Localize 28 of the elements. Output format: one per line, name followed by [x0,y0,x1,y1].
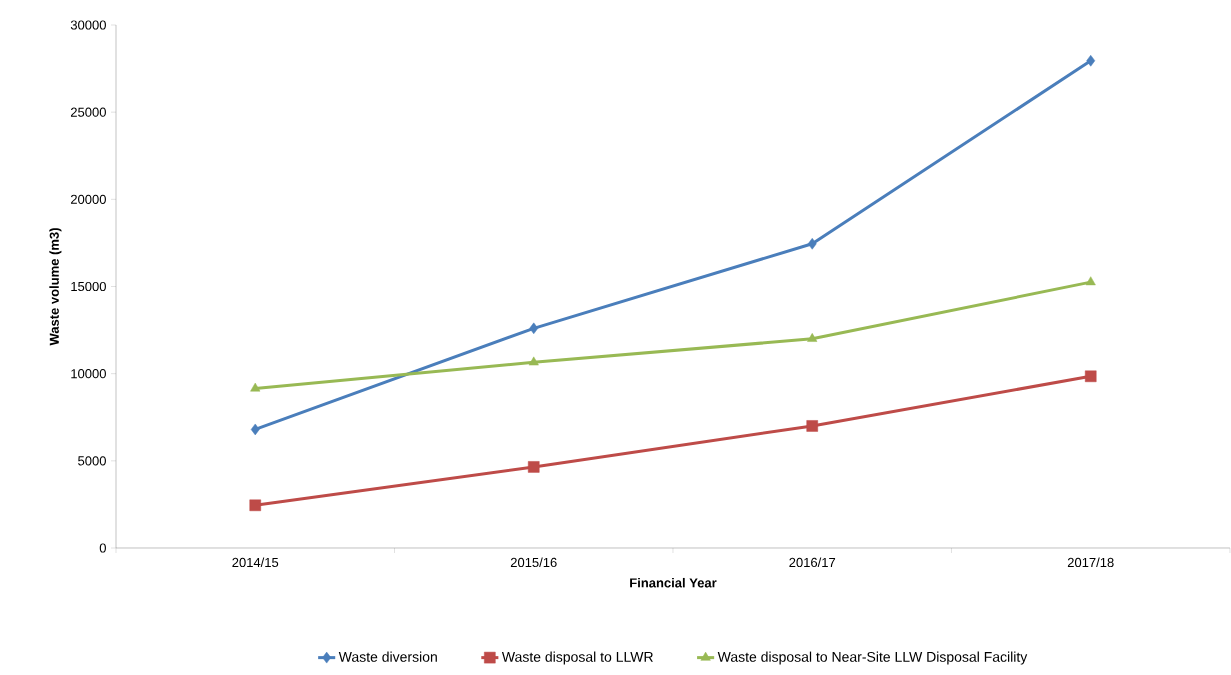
point [1085,276,1096,286]
legend-label: Waste disposal to Near-Site LLW Disposal Facility [717,651,1028,665]
point [1084,370,1097,383]
point [250,382,261,392]
point [250,423,260,436]
legend-label: Waste disposal to LLWR [501,651,653,665]
y-tick-label: 15000 [71,281,106,292]
y-tick-label: 0 [99,543,106,553]
point [806,420,818,432]
x-axis-title: Financial Year [630,577,717,588]
point [807,333,818,342]
point [249,499,261,512]
legend-label: Waste diversion [338,651,437,662]
x-tick-label: 2017/18 [1067,557,1114,568]
x-tick-label: 2015/16 [510,557,557,568]
y-tick-label: 30000 [70,20,106,30]
y-tick-label: 20000 [70,194,106,204]
y-axis-title: Waste volume (m3) [49,228,62,346]
point [529,322,539,335]
point [807,238,817,250]
y-tick-label: 5000 [78,456,106,466]
y-tick-label: 25000 [70,107,106,117]
point [1086,54,1096,67]
x-tick-label: 2016/17 [789,557,836,568]
y-tick-label: 10000 [71,369,106,379]
x-tick-label: 2014/15 [232,557,279,568]
point [528,356,539,366]
point [527,461,540,473]
